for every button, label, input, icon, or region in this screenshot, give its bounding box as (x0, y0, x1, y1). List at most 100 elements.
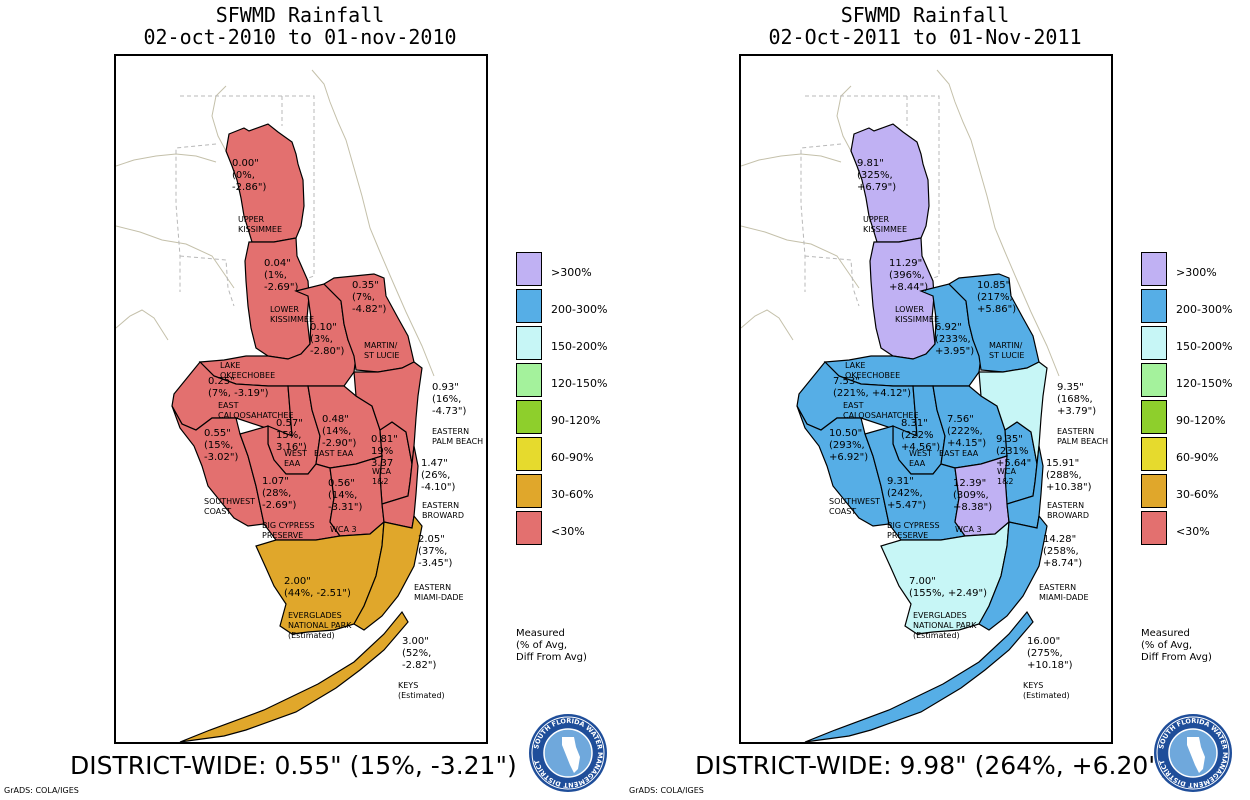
region-name-eastern-palm-beach: EASTERN (432, 427, 469, 436)
legend-swatch-120-150 (516, 363, 542, 397)
region-value-wca-3: 12.39" (953, 478, 986, 489)
legend-swatch-90-120 (516, 400, 542, 434)
region-value-big-cypress: (242%, (887, 488, 923, 499)
region-value-east-caloosahatchee: 0.25" (208, 376, 235, 387)
legend-label-lt30: <30% (551, 525, 585, 538)
region-value-eastern-miami-dade: -3.45") (418, 558, 452, 569)
region-value-big-cypress: 1.07" (262, 476, 289, 487)
region-name-everglades: NATIONAL PARK (913, 621, 977, 630)
region-name-lower-kissimmee: LOWER (895, 305, 924, 314)
region-name-wca-1-2: WCA (372, 467, 391, 476)
color-legend: >300% 200-300% 150-200% 120-150% 90-120%… (516, 252, 621, 546)
region-name-wca-3: WCA 3 (955, 525, 982, 534)
region-value-wca-1-2: (231% (996, 446, 1029, 457)
region-name-eastern-broward: EASTERN (1047, 501, 1084, 510)
legend-swatch-lt30 (1141, 511, 1167, 545)
region-value-eastern-miami-dade: (258%, (1043, 546, 1079, 557)
region-value-martin-st-lucie: 10.85" (977, 280, 1010, 291)
region-value-southwest-coast: 0.55" (204, 428, 231, 439)
region-name-eastern-broward: BROWARD (422, 511, 464, 520)
region-value-eastern-miami-dade: (37%, (418, 546, 447, 557)
region-value-eastern-miami-dade: +8.74") (1043, 558, 1082, 569)
legend-swatch-120-150 (1141, 363, 1167, 397)
legend-label-200-300: 200-300% (1176, 303, 1233, 316)
region-map: 9.81"(325%,+6.79")UPPERKISSIMMEE11.29"(3… (741, 69, 1108, 742)
region-labels: 9.81"(325%,+6.79")UPPERKISSIMMEE11.29"(3… (829, 158, 1108, 700)
region-name-eastern-broward: EASTERN (422, 501, 459, 510)
region-name-southwest-coast: SOUTHWEST (829, 497, 880, 506)
region-name-west-eaa: WEST (909, 449, 932, 458)
region-value-southwest-coast: (293%, (829, 440, 865, 451)
region-value-upper-kissimmee: +6.79") (857, 182, 896, 193)
region-value-eastern-palm-beach: 9.35" (1057, 382, 1084, 393)
region-value-lake-okeechobee: 6.92" (935, 322, 962, 333)
region-value-everglades: 7.00" (909, 576, 936, 587)
legend-swatch-60-90 (1141, 437, 1167, 471)
map-date-range: 02-oct-2010 to 01-nov-2010 (143, 25, 457, 49)
region-value-everglades: 2.00" (284, 576, 311, 587)
region-value-lake-okeechobee: -2.80") (310, 346, 344, 357)
legend-swatch-200-300 (1141, 289, 1167, 323)
legend-label-30-60: 30-60% (1176, 488, 1219, 501)
legend-swatch-150-200 (1141, 326, 1167, 360)
color-legend: >300% 200-300% 150-200% 120-150% 90-120%… (1141, 252, 1246, 546)
region-value-martin-st-lucie: +5.86") (977, 304, 1016, 315)
region-value-east-caloosahatchee: (221%, +4.12") (833, 388, 911, 399)
region-name-upper-kissimmee: KISSIMMEE (238, 225, 282, 234)
legend-label-90-120: 90-120% (551, 414, 601, 427)
legend-label-150-200: 150-200% (1176, 340, 1233, 353)
region-value-upper-kissimmee: -2.86") (232, 182, 266, 193)
region-value-eastern-broward: -4.10") (421, 482, 455, 493)
region-name-eastern-miami-dade: EASTERN (414, 583, 451, 592)
region-value-eastern-palm-beach: -4.73") (432, 406, 466, 417)
region-value-lake-okeechobee: +3.95") (935, 346, 974, 357)
region-value-eastern-broward: (26%, (421, 470, 450, 481)
region-value-west-eaa: 0.57" (276, 418, 303, 429)
legend-label-120-150: 120-150% (551, 377, 608, 390)
sfwmd-seal-logo: SOUTH FLORIDA WATER MANAGEMENT DISTRICT (529, 714, 607, 792)
region-value-martin-st-lucie: 0.35" (352, 280, 379, 291)
region-value-wca-3: 0.56" (328, 478, 355, 489)
basemap-lines (741, 69, 1060, 377)
region-name-lake-okeechobee: LAKE (845, 361, 865, 370)
region-eastern-miami-dade (978, 514, 1048, 631)
region-value-lower-kissimmee: +8.44") (889, 282, 928, 293)
region-value-big-cypress: +5.47") (887, 500, 926, 511)
rainfall-map-panel-2011: SFWMD Rainfall 02-Oct-2011 to 01-Nov-201… (625, 0, 1250, 800)
region-value-eastern-broward: 1.47" (421, 458, 448, 469)
map-title: SFWMD Rainfall (840, 3, 1010, 27)
region-value-eastern-palm-beach: (168%, (1057, 394, 1093, 405)
region-value-west-eaa: 15%, (276, 430, 301, 441)
region-upper-kissimmee (225, 123, 305, 243)
sfwmd-seal-logo: SOUTH FLORIDA WATER MANAGEMENT DISTRICT (1154, 714, 1232, 792)
legend-label-lt30: <30% (1176, 525, 1210, 538)
region-value-lake-okeechobee: 0.10" (310, 322, 337, 333)
legend-swatch-30-60 (516, 474, 542, 508)
map-frame: 9.81" (325%, +6.79") UPPER KISSIMMEE 11.29" (3… (739, 54, 1113, 744)
region-value-west-eaa: (222% (901, 430, 934, 441)
region-value-east-eaa: (14%, (322, 426, 351, 437)
region-lower-kissimmee (869, 237, 936, 360)
district-wide-summary: DISTRICT-WIDE: 9.98" (264%, +6.20") (695, 751, 1170, 780)
region-name-lower-kissimmee: KISSIMMEE (270, 315, 314, 324)
region-map: 0.00"(0%,-2.86")UPPERKISSIMMEE0.04"(1%,-… (116, 69, 483, 742)
region-name-everglades: EVERGLADES (913, 611, 967, 620)
region-value-southwest-coast: 10.50" (829, 428, 862, 439)
region-value-keys: -2.82") (402, 660, 436, 671)
legend-label-60-90: 60-90% (1176, 451, 1219, 464)
legend-swatch-lt30 (516, 511, 542, 545)
legend-note-line: (% of Avg, (1141, 640, 1193, 651)
region-value-east-caloosahatchee: (7%, -3.19") (208, 388, 269, 399)
grads-credit: GrADS: COLA/IGES (4, 786, 79, 795)
region-value-wca-1-2: +5.64" (996, 458, 1031, 469)
region-keys (804, 610, 1034, 742)
region-name-everglades: (Estimated) (288, 631, 335, 640)
legend-note-line: Measured (516, 628, 565, 639)
region-name-east-caloosahatchee: CALOOSAHATCHEE (218, 411, 294, 420)
legend-label-30-60: 30-60% (551, 488, 594, 501)
district-wide-summary: DISTRICT-WIDE: 0.55" (15%, -3.21") (70, 751, 517, 780)
region-value-big-cypress: 9.31" (887, 476, 914, 487)
region-name-upper-kissimmee: UPPER (238, 215, 265, 224)
region-value-lake-okeechobee: (233%, (935, 334, 971, 345)
region-name-wca-3: WCA 3 (330, 525, 357, 534)
